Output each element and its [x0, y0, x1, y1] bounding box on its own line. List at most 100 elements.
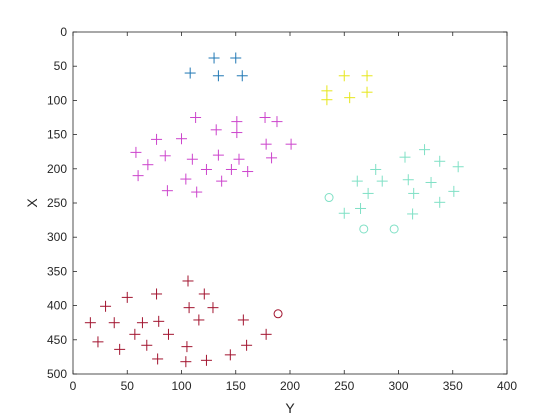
- axes: 0 50 100 150 200 250 300 350 400 0 50 100 150 200 250 3…: [47, 25, 517, 393]
- data-point-plus: [176, 133, 187, 145]
- data-point-plus: [233, 153, 245, 165]
- x-tick-label: 100: [171, 379, 191, 393]
- data-point-plus: [132, 170, 144, 182]
- data-point-plus: [84, 317, 96, 329]
- x-tick-label: 150: [226, 379, 246, 393]
- data-point-plus: [141, 339, 153, 351]
- data-point-plus: [402, 174, 414, 186]
- y-tick-label: 400: [47, 299, 67, 313]
- y-tick-label: 150: [47, 128, 67, 142]
- data-point-plus: [225, 163, 237, 175]
- data-point-plus: [338, 207, 350, 219]
- data-point-plus: [370, 163, 382, 175]
- data-point-plus: [152, 353, 164, 365]
- x-tick-label: 400: [497, 379, 517, 393]
- data-point-plus: [200, 163, 212, 175]
- plot-area: [73, 32, 507, 374]
- data-point-circle: [324, 193, 334, 203]
- data-point-circle: [359, 224, 369, 234]
- y-tick-label: 0: [60, 25, 67, 39]
- data-point-plus: [230, 52, 242, 64]
- x-tick-label: 250: [334, 379, 354, 393]
- data-point-plus: [151, 288, 163, 300]
- data-point-plus: [434, 155, 446, 167]
- data-point-plus: [142, 159, 154, 171]
- data-point-plus: [190, 112, 202, 123]
- data-point-circle: [389, 224, 399, 234]
- data-point-plus: [259, 112, 271, 123]
- data-point-plus: [241, 339, 253, 351]
- x-tick-label: 200: [280, 379, 300, 393]
- data-point-plus: [362, 187, 374, 199]
- data-point-plus: [344, 92, 356, 104]
- x-tick-label: 350: [443, 379, 463, 393]
- data-point-plus: [210, 124, 222, 136]
- y-tick-label: 450: [47, 333, 67, 347]
- data-point-plus: [355, 202, 367, 214]
- data-point-plus: [212, 149, 224, 161]
- data-point-plus: [183, 302, 195, 314]
- data-point-plus: [159, 150, 171, 162]
- data-point-plus: [92, 336, 104, 348]
- data-point-plus: [180, 356, 192, 368]
- data-point-plus: [231, 116, 243, 128]
- data-point-plus: [399, 151, 411, 163]
- data-point-circle: [273, 309, 283, 319]
- data-point-plus: [260, 138, 272, 150]
- data-points: [84, 52, 464, 368]
- data-point-plus: [129, 328, 141, 340]
- data-point-plus: [242, 166, 254, 178]
- data-point-plus: [180, 173, 192, 185]
- y-axis-label: X: [24, 198, 40, 208]
- data-point-plus: [376, 175, 388, 187]
- data-point-plus: [151, 133, 163, 145]
- data-point-plus: [181, 341, 193, 353]
- data-point-plus: [208, 52, 220, 64]
- x-axis-label: Y: [285, 400, 295, 416]
- data-point-plus: [361, 86, 373, 98]
- data-point-plus: [351, 175, 363, 187]
- data-point-plus: [153, 315, 165, 327]
- data-point-plus: [216, 175, 228, 187]
- data-point-plus: [191, 186, 203, 198]
- y-tick-label: 500: [47, 367, 67, 381]
- y-tick-label: 100: [47, 93, 67, 107]
- plot-frame: [72, 31, 508, 375]
- data-point-plus: [100, 300, 112, 312]
- data-point-plus: [321, 94, 333, 106]
- data-point-plus: [338, 70, 350, 82]
- y-tick-label: 200: [47, 162, 67, 176]
- data-point-plus: [212, 70, 224, 82]
- data-point-plus: [266, 152, 278, 164]
- data-point-plus: [114, 343, 126, 355]
- data-point-plus: [408, 187, 420, 199]
- data-point-plus: [452, 161, 464, 173]
- data-point-plus: [361, 70, 373, 82]
- data-point-plus: [193, 314, 205, 326]
- data-point-plus: [434, 196, 446, 208]
- data-point-plus: [162, 328, 174, 340]
- y-tick-label: 350: [47, 264, 67, 278]
- y-tick-label: 250: [47, 196, 67, 210]
- data-point-plus: [260, 328, 272, 340]
- data-point-plus: [285, 138, 297, 150]
- data-point-plus: [161, 185, 173, 197]
- data-point-plus: [224, 349, 236, 361]
- x-tick-label: 300: [388, 379, 408, 393]
- data-point-plus: [182, 275, 194, 287]
- data-point-plus: [186, 153, 198, 165]
- data-point-plus: [184, 67, 196, 79]
- y-tick-label: 50: [54, 59, 68, 73]
- data-point-plus: [448, 185, 460, 197]
- data-point-plus: [207, 302, 219, 314]
- data-point-plus: [425, 176, 437, 188]
- data-point-plus: [407, 208, 419, 220]
- data-point-plus: [136, 317, 148, 329]
- data-point-plus: [419, 144, 431, 156]
- data-point-plus: [121, 291, 133, 303]
- y-tick-label: 300: [47, 230, 67, 244]
- data-point-plus: [236, 70, 248, 82]
- data-point-plus: [271, 116, 283, 128]
- data-point-plus: [231, 127, 243, 139]
